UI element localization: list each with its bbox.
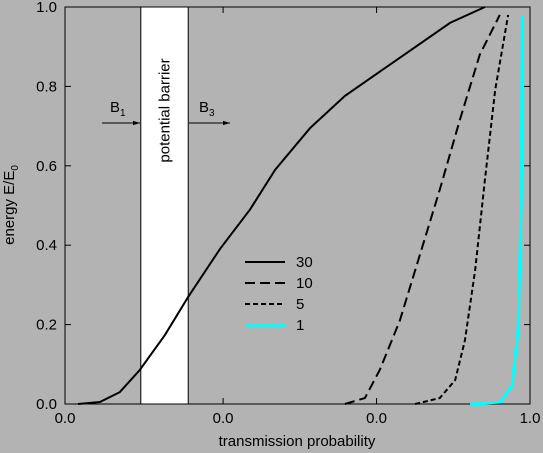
annotation-text: B <box>110 99 120 116</box>
annotation-text: B <box>199 99 209 116</box>
y-axis-label-sub: 0 <box>10 165 21 171</box>
y-tick-label: 0.8 <box>36 78 57 95</box>
x-tick-label: 0.0 <box>55 410 76 427</box>
y-tick-label: 1.0 <box>36 0 57 16</box>
line <box>344 14 501 405</box>
barrier <box>140 6 189 405</box>
legend-label: 10 <box>296 275 313 292</box>
x-tick-label: 1.0 <box>520 410 541 427</box>
annotation: B3 <box>199 99 215 119</box>
y-tick-label: 0.4 <box>36 237 57 254</box>
barrier-label: potential barrier <box>157 58 174 162</box>
legend-label: 5 <box>296 296 304 313</box>
y-axis-label: energy E/E0 <box>1 165 21 245</box>
line <box>414 14 510 405</box>
plot-area: potential barrier <box>64 6 531 406</box>
x-axis-label: transmission probability <box>219 433 376 450</box>
x-tick-label: 0.0 <box>366 410 387 427</box>
legend-label: 1 <box>296 317 304 334</box>
annotation-sub: 3 <box>209 108 215 119</box>
y-tick-label: 0.6 <box>36 158 57 175</box>
y-axis-label-text: energy E/E <box>1 171 18 245</box>
plot-frame <box>64 6 531 405</box>
y-tick-label: 0.0 <box>36 396 57 413</box>
annotation-sub: 1 <box>120 108 126 119</box>
x-tick-label: 0.0 <box>213 410 234 427</box>
line <box>469 14 524 406</box>
annotation: B1 <box>110 99 126 119</box>
legend-label: 30 <box>296 254 313 271</box>
line <box>77 6 486 405</box>
y-tick-label: 0.2 <box>36 317 57 334</box>
